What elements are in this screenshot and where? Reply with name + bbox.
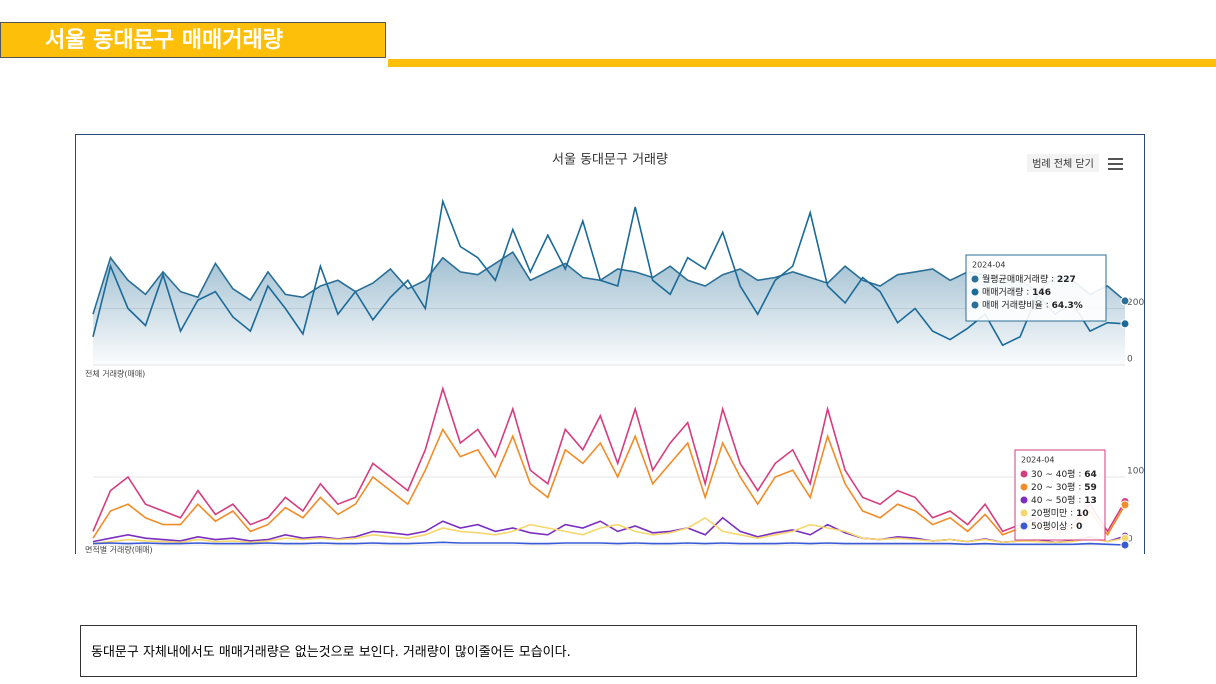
tooltip-name: 40 ~ 50평	[1031, 495, 1075, 506]
tooltip-item: 20평미만 : 10	[1031, 508, 1089, 519]
tooltip-date: 2024-04	[1021, 456, 1054, 465]
series-line	[92, 427, 1126, 539]
chart-label: 면적별 거래량(매매)	[85, 545, 153, 555]
legend-button-label[interactable]: 범례 전체 닫기	[1032, 158, 1094, 170]
tooltip-value: 64.3%	[1052, 301, 1083, 311]
tooltip-name: 30 ~ 40평	[1031, 469, 1075, 480]
tooltip-name: 20 ~ 30평	[1031, 482, 1075, 493]
tooltip-name: 50평이상	[1031, 521, 1067, 532]
tooltip-name: 월평균매매거래량	[982, 273, 1048, 285]
tooltip-value: 64	[1084, 470, 1097, 480]
y-tick-label: 0	[1127, 355, 1133, 365]
tooltip-dot	[1020, 522, 1028, 530]
tooltip-dot	[1020, 483, 1028, 491]
panel-title: 서울 동대문구 거래량	[552, 153, 668, 168]
header-title: 서울 동대문구 매매거래량	[0, 22, 386, 58]
tooltip-box	[965, 254, 1107, 322]
tooltip-item: 30 ~ 40평 : 64	[1031, 469, 1097, 480]
y-tick-label: 200	[1127, 298, 1144, 308]
y-tick-label: 100	[1127, 467, 1144, 477]
end-marker	[1120, 500, 1130, 510]
series-line	[92, 385, 1126, 533]
footer-text: 동대문구 자체내에서도 매매거래량은 없는것으로 보인다. 거래량이 많이줄어든…	[80, 625, 1137, 677]
series-line	[92, 516, 1126, 545]
tooltip-dot	[1020, 496, 1028, 504]
tooltip-item: 월평균매매거래량 : 227	[982, 273, 1076, 285]
tooltip-name: 매매 거래량비율	[982, 299, 1043, 311]
chart-panel: 서울 동대문구 거래량 범례 전체 닫기 0 200 전체 거래량(매매) 2024-…	[75, 134, 1145, 554]
series-line	[92, 250, 1126, 315]
series-line	[92, 541, 1126, 546]
tooltip-value: 146	[1032, 288, 1051, 298]
chart-label: 전체 거래량(매매)	[85, 369, 145, 379]
end-marker	[1120, 319, 1130, 329]
y-tick-label: 0	[1127, 535, 1133, 545]
tooltip-item: 매매거래량 : 146	[982, 286, 1051, 298]
tooltip-dot	[971, 275, 979, 283]
end-marker	[1120, 540, 1130, 550]
series-line	[92, 198, 1126, 347]
tooltip-item: 매매 거래량비율 : 64.3%	[982, 299, 1083, 311]
tooltip-value: 227	[1057, 275, 1076, 285]
tooltip-value: 10	[1076, 509, 1089, 519]
tooltip-name: 20평미만	[1031, 508, 1067, 519]
tooltip-dot	[971, 288, 979, 296]
tooltip-value: 59	[1084, 483, 1097, 493]
tooltip-dot	[971, 301, 979, 309]
tooltip-value: 13	[1084, 496, 1097, 506]
end-marker	[1120, 296, 1130, 306]
tooltip-item: 50평이상 : 0	[1031, 521, 1082, 532]
tooltip-item: 20 ~ 30평 : 59	[1031, 482, 1097, 493]
tooltip-dot	[1020, 470, 1028, 478]
menu-icon[interactable]	[1108, 158, 1123, 170]
header-bar	[388, 59, 1216, 67]
tooltip-box	[1014, 449, 1106, 541]
tooltip-date: 2024-04	[972, 261, 1005, 270]
tooltip-item: 40 ~ 50평 : 13	[1031, 495, 1097, 506]
area-fill	[93, 252, 1125, 365]
legend-button[interactable]	[1027, 154, 1099, 172]
tooltip-name: 매매거래량	[982, 286, 1023, 298]
tooltip-dot	[1020, 509, 1028, 517]
tooltip-value: 0	[1076, 522, 1082, 532]
